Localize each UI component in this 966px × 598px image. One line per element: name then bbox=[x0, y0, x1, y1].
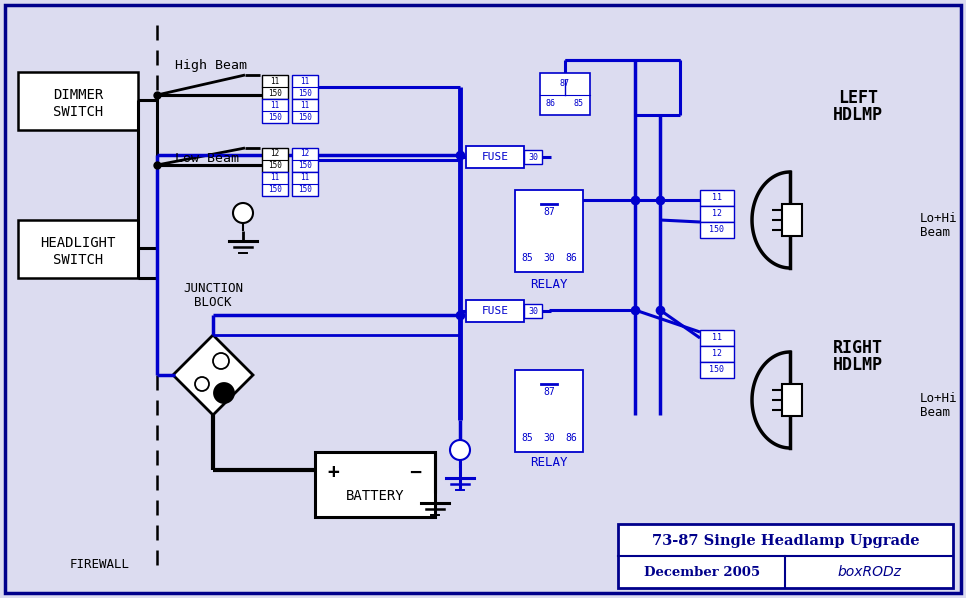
Text: 150: 150 bbox=[298, 112, 312, 121]
Text: 87: 87 bbox=[543, 387, 554, 397]
Text: 12: 12 bbox=[270, 150, 279, 158]
Text: Beam: Beam bbox=[920, 225, 950, 239]
Text: 11: 11 bbox=[712, 334, 722, 343]
Text: High Beam: High Beam bbox=[175, 59, 247, 72]
Bar bbox=[292, 148, 318, 172]
Bar bbox=[292, 172, 318, 196]
Text: 150: 150 bbox=[268, 112, 282, 121]
Bar bbox=[700, 222, 734, 238]
Text: 11: 11 bbox=[300, 173, 310, 182]
Text: Low Beam: Low Beam bbox=[175, 151, 239, 164]
Text: 150: 150 bbox=[268, 161, 282, 170]
Text: 11: 11 bbox=[712, 194, 722, 203]
Text: FUSE: FUSE bbox=[481, 306, 508, 316]
Text: BATTERY: BATTERY bbox=[346, 489, 405, 503]
Text: 11: 11 bbox=[300, 100, 310, 109]
Text: 30: 30 bbox=[528, 307, 538, 316]
Bar bbox=[524, 150, 542, 164]
Bar bbox=[700, 346, 734, 362]
Bar bbox=[292, 99, 318, 123]
Text: 12: 12 bbox=[712, 209, 722, 218]
Bar bbox=[292, 75, 318, 99]
Bar bbox=[315, 452, 435, 517]
Text: HDLMP: HDLMP bbox=[833, 106, 883, 124]
Text: SWITCH: SWITCH bbox=[53, 253, 103, 267]
Bar bbox=[262, 99, 288, 123]
Text: boxRODz: boxRODz bbox=[838, 565, 901, 579]
Bar bbox=[700, 206, 734, 222]
Text: LEFT: LEFT bbox=[838, 89, 878, 107]
Bar bbox=[466, 146, 524, 168]
Text: HEADLIGHT: HEADLIGHT bbox=[41, 236, 116, 250]
Text: 85: 85 bbox=[521, 433, 533, 443]
Text: 30: 30 bbox=[543, 433, 554, 443]
Circle shape bbox=[214, 383, 234, 403]
Text: 85: 85 bbox=[573, 99, 583, 108]
Bar bbox=[515, 190, 583, 272]
Text: SWITCH: SWITCH bbox=[53, 105, 103, 119]
Bar bbox=[782, 384, 802, 416]
Bar bbox=[700, 362, 734, 378]
Text: Lo+Hi: Lo+Hi bbox=[920, 212, 957, 224]
Text: RELAY: RELAY bbox=[530, 279, 568, 291]
Bar bbox=[262, 172, 288, 196]
Text: 150: 150 bbox=[298, 89, 312, 97]
Text: Lo+Hi: Lo+Hi bbox=[920, 392, 957, 404]
Circle shape bbox=[450, 440, 470, 460]
Text: 87: 87 bbox=[543, 207, 554, 217]
Text: DIMMER: DIMMER bbox=[53, 88, 103, 102]
Text: 11: 11 bbox=[270, 100, 279, 109]
Text: JUNCTION: JUNCTION bbox=[183, 282, 243, 294]
Text: 150: 150 bbox=[268, 89, 282, 97]
Text: 11: 11 bbox=[270, 173, 279, 182]
Text: 30: 30 bbox=[528, 152, 538, 161]
Bar bbox=[515, 370, 583, 452]
Text: 12: 12 bbox=[300, 150, 310, 158]
Bar bbox=[18, 220, 138, 278]
Text: FUSE: FUSE bbox=[481, 152, 508, 162]
Circle shape bbox=[233, 203, 253, 223]
Text: +      −: + − bbox=[328, 463, 422, 483]
Bar bbox=[262, 75, 288, 99]
Text: BLOCK: BLOCK bbox=[194, 295, 232, 309]
Text: 150: 150 bbox=[298, 185, 312, 194]
Bar bbox=[618, 524, 953, 588]
Text: 86: 86 bbox=[545, 99, 555, 108]
Text: 86: 86 bbox=[565, 253, 577, 263]
Circle shape bbox=[195, 377, 209, 391]
Text: 86: 86 bbox=[565, 433, 577, 443]
Bar bbox=[18, 72, 138, 130]
Text: 12: 12 bbox=[712, 349, 722, 358]
Text: RELAY: RELAY bbox=[530, 456, 568, 468]
Text: 85: 85 bbox=[521, 253, 533, 263]
Text: 150: 150 bbox=[709, 365, 724, 374]
Text: HDLMP: HDLMP bbox=[833, 356, 883, 374]
Text: 11: 11 bbox=[270, 77, 279, 86]
Text: 30: 30 bbox=[543, 253, 554, 263]
Polygon shape bbox=[173, 335, 253, 415]
Text: 11: 11 bbox=[300, 77, 310, 86]
Circle shape bbox=[213, 353, 229, 369]
Text: 150: 150 bbox=[268, 185, 282, 194]
Text: 87: 87 bbox=[560, 78, 570, 87]
Bar bbox=[524, 304, 542, 318]
Bar bbox=[540, 73, 590, 115]
Text: RIGHT: RIGHT bbox=[833, 339, 883, 357]
Bar bbox=[262, 148, 288, 172]
Bar bbox=[700, 190, 734, 206]
Bar bbox=[466, 300, 524, 322]
Text: FIREWALL: FIREWALL bbox=[70, 559, 130, 572]
Text: 150: 150 bbox=[298, 161, 312, 170]
Text: December 2005: December 2005 bbox=[643, 566, 760, 578]
Bar bbox=[700, 330, 734, 346]
Text: 150: 150 bbox=[709, 225, 724, 234]
Text: 73-87 Single Headlamp Upgrade: 73-87 Single Headlamp Upgrade bbox=[652, 534, 920, 548]
Text: Beam: Beam bbox=[920, 405, 950, 419]
Bar bbox=[782, 204, 802, 236]
